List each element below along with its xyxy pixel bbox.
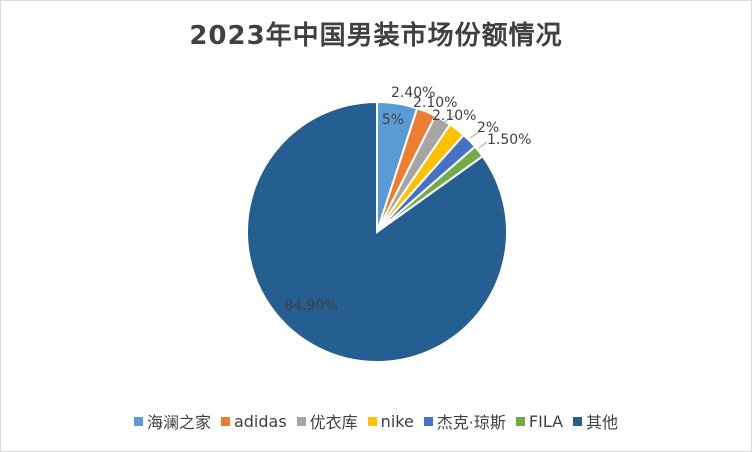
leader-line-2: [469, 131, 480, 139]
legend-swatch: [133, 416, 143, 426]
legend-label: 优衣库: [309, 413, 358, 432]
legend-swatch: [367, 416, 377, 426]
legend-swatch: [515, 416, 525, 426]
legend-swatch: [296, 416, 306, 426]
legend-label: 杰克·琼斯: [436, 413, 506, 432]
data-label-3: 2.10%: [413, 95, 457, 111]
pie-chart: 5%2.40%2.10%2.10%2%1.50%84.90%: [246, 85, 531, 363]
data-label-5: 2%: [477, 120, 499, 136]
legend-swatch: [220, 416, 230, 426]
chart-legend: 海澜之家 adidas 优衣库 nike 杰克·琼斯 FILA 其他: [1, 409, 751, 433]
data-label-6: 1.50%: [487, 132, 531, 148]
leader-line-1: [440, 114, 457, 125]
legend-label: 海澜之家: [146, 413, 211, 432]
legend-label: nike: [380, 411, 414, 431]
data-label-4: 2.10%: [432, 108, 476, 124]
data-label-2: 2.40%: [391, 85, 435, 101]
legend-label: 其他: [586, 413, 619, 432]
leader-line-3: [478, 141, 488, 149]
legend-label: FILA: [528, 411, 564, 431]
pie-slice-7: [246, 100, 508, 363]
data-label-7: 84.90%: [284, 298, 337, 314]
legend-item-3: 优衣库: [296, 409, 358, 433]
legend-swatch: [423, 416, 433, 426]
legend-item-1: 海澜之家: [133, 409, 211, 433]
data-label-1: 5%: [382, 112, 404, 128]
legend-item-2: adidas: [220, 411, 287, 431]
legend-item-4: nike: [367, 411, 414, 431]
chart-title: 2023年中国男装市场份额情况: [189, 21, 563, 51]
legend-label: adidas: [233, 411, 287, 431]
legend-item-7: 其他: [573, 409, 618, 433]
legend-item-6: FILA: [515, 411, 564, 431]
legend-item-5: 杰克·琼斯: [423, 409, 506, 433]
legend-swatch: [573, 416, 583, 426]
